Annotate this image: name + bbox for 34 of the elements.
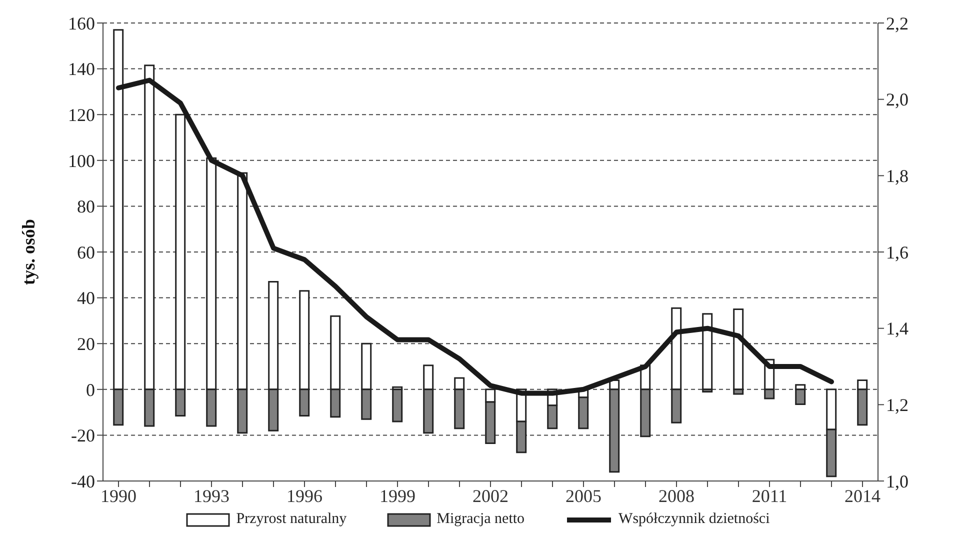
y2-tick-label: 1,0 xyxy=(886,471,908,492)
y2-tick-label: 2,2 xyxy=(886,13,908,34)
y-axis-title: tys. osób xyxy=(18,218,38,286)
y-tick-label: 80 xyxy=(77,196,95,217)
y-tick-label: 20 xyxy=(77,334,95,354)
y-tick-label: 0 xyxy=(86,380,95,400)
x-tick-label: 2005 xyxy=(566,486,602,506)
y2-tick-label: 1,4 xyxy=(886,318,908,339)
x-tick-label: 1996 xyxy=(286,486,322,506)
y-tick-label: 160 xyxy=(68,13,95,34)
legend-label: Przyrost naturalny xyxy=(236,511,347,528)
y-tick-label: -20 xyxy=(71,426,95,446)
legend-label: Współczynnik dzietności xyxy=(618,511,770,528)
x-tick-label: 1999 xyxy=(380,486,416,506)
y2-tick-label: 2,0 xyxy=(886,90,908,110)
y2-tick-label: 1,2 xyxy=(886,395,908,416)
x-tick-label: 1990 xyxy=(100,486,136,506)
x-tick-label: 2014 xyxy=(844,486,880,506)
y2-tick-label: 1,6 xyxy=(886,242,908,262)
y2-tick-label: 1,8 xyxy=(886,166,908,186)
legend-label: Migracja netto xyxy=(436,511,525,528)
x-tick-label: 2008 xyxy=(658,486,694,506)
x-tick-label: 2011 xyxy=(752,486,788,506)
bar xyxy=(702,313,713,390)
y-tick-label: 120 xyxy=(68,104,95,125)
y-tick-label: 100 xyxy=(68,150,95,171)
bar xyxy=(733,308,744,390)
y-tick-label: -40 xyxy=(71,471,95,492)
y-tick-label: 140 xyxy=(68,59,95,80)
bar xyxy=(392,388,403,422)
x-tick-label: 2002 xyxy=(472,486,508,506)
y-tick-label: 40 xyxy=(77,288,95,308)
x-tick-label: 1993 xyxy=(194,486,230,506)
y-tick-label: 60 xyxy=(77,242,95,262)
